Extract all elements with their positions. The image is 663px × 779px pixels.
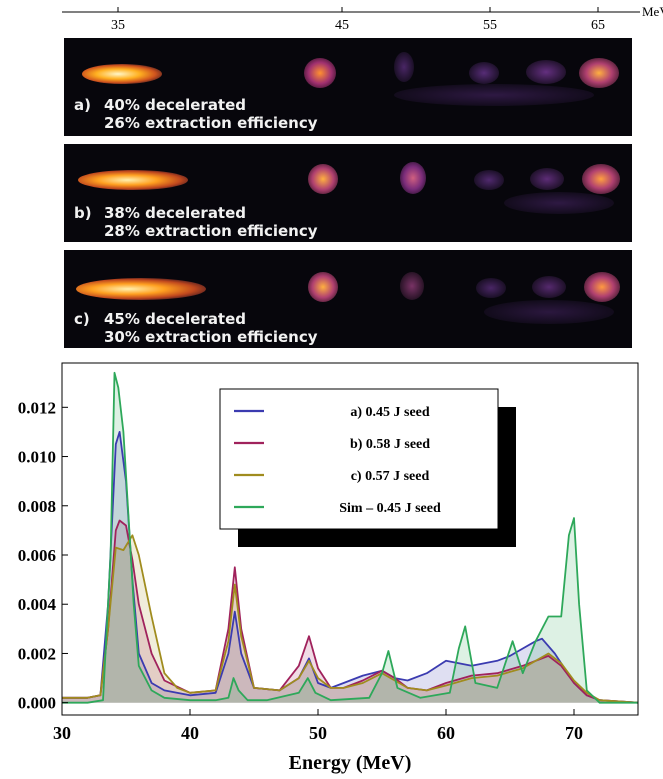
energy-spectrum-chart: 30 40 50 60 70 0.000 0.002 0.004 0.006 0.008 0.01… [18,362,639,774]
top-energy-axis: 35 45 55 65 MeV [62,4,663,33]
legend-label-b: b) 0.58 J seed [350,437,430,452]
spectrometer-image-c: c) 45% decelerated 30% extraction efficie… [64,250,632,348]
panel-line2-c: 30% extraction efficiency [104,328,318,346]
y-tick-label-3: 0.006 [18,546,56,565]
y-tick-label-4: 0.008 [18,497,56,516]
series-area-b [62,520,638,703]
top-axis-unit: MeV [642,4,663,19]
x-tick-label-70: 70 [565,723,583,743]
x-tick-label-30: 30 [53,723,71,743]
y-tick-label-1: 0.002 [18,644,56,663]
x-tick-label-50: 50 [309,723,327,743]
y-tick-label-0: 0.000 [18,694,56,713]
panel-label-b: b) 38% decelerated 28% extraction efficie… [74,204,318,240]
y-axis-ticks: 0.000 0.002 0.004 0.006 0.008 0.010 0.012 [18,398,68,713]
top-axis-ticks: 35 45 55 65 [111,7,605,33]
panel-tag-c: c) [74,310,90,328]
panel-line2-b: 28% extraction efficiency [104,222,318,240]
top-axis-tick-label-35: 35 [111,18,125,33]
panel-tag-b: b) [74,204,92,222]
spectrometer-image-a: a) 40% decelerated 26% extraction efficie… [64,38,632,136]
series-line-sim [62,371,638,704]
panel-line1-a: 40% decelerated [104,96,247,114]
panel-label-c: c) 45% decelerated 30% extraction efficie… [74,310,318,346]
legend-label-a: a) 0.45 J seed [350,405,430,420]
panel-line2-a: 26% extraction efficiency [104,114,318,132]
y-tick-label-2: 0.004 [18,595,57,614]
legend-box [219,388,499,530]
y-tick-label-5: 0.010 [18,448,56,467]
legend-label-sim: Sim – 0.45 J seed [339,501,441,516]
y-tick-label-6: 0.012 [18,398,56,417]
series-lines [62,371,639,704]
plot-frame [61,362,639,716]
panel-line1-b: 38% decelerated [104,204,247,222]
x-tick-label-60: 60 [437,723,455,743]
top-axis-tick-label-45: 45 [335,18,349,33]
panel-label-a: a) 40% decelerated 26% extraction efficie… [74,96,318,132]
panel-line1-c: 45% decelerated [104,310,247,328]
series-line-b [62,519,639,704]
chart-legend: a) 0.45 J seed b) 0.58 J seed c) 0.57 J se… [219,388,516,547]
legend-items: a) 0.45 J seed b) 0.58 J seed c) 0.57 J se… [234,405,441,516]
x-axis-label: Energy (MeV) [289,752,412,774]
top-axis-tick-label-55: 55 [483,18,497,33]
legend-label-c: c) 0.57 J seed [351,469,430,484]
x-axis-ticks: 30 40 50 60 70 [53,709,583,743]
panel-tag-a: a) [74,96,91,114]
series-area-a [62,431,638,703]
x-tick-label-40: 40 [181,723,199,743]
spectrometer-image-b: b) 38% decelerated 28% extraction efficie… [64,144,632,242]
top-axis-tick-label-65: 65 [591,18,605,33]
series-line-c [62,534,639,704]
series-area-c [62,535,638,703]
